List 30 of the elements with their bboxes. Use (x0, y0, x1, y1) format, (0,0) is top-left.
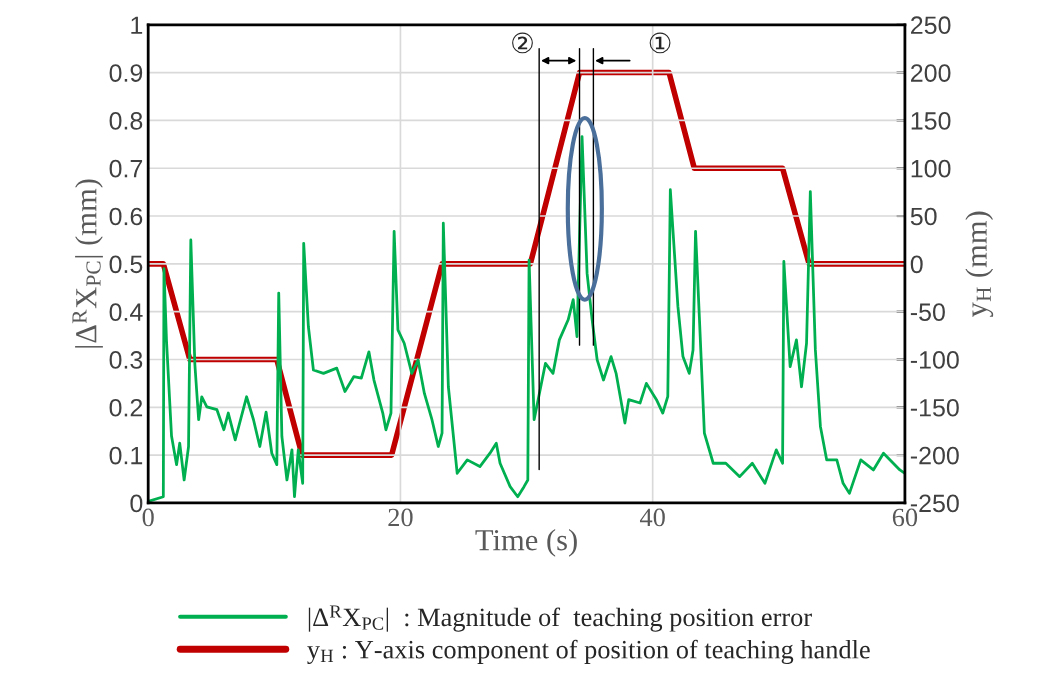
y-tick-label: 0.1 (109, 446, 143, 465)
annotation: ① (649, 32, 671, 54)
x-axis-title: Time (s) (475, 528, 577, 557)
x-tick-label: 20 (388, 508, 413, 527)
y-tick-label: 0.5 (109, 255, 143, 274)
y2-tick-label: -100 (910, 351, 959, 369)
legend-label: y$_{H}$ : Y-axis component of position of teaching handle (307, 639, 870, 664)
y2-tick-label: -150 (910, 398, 959, 417)
legend-label: |Δ$^{R}$X$_{PC}$| : Magnitude of teaching position error (308, 605, 812, 632)
y2-axis-title: y$_{H}$ (mm) (965, 211, 994, 318)
y-tick-label: 0.9 (109, 64, 143, 82)
x-tick-label: 40 (639, 508, 665, 527)
y-tick-label: 0.4 (109, 303, 143, 321)
y2-tick-label: 100 (911, 159, 951, 178)
y-tick-label: 0.8 (109, 112, 143, 130)
y2-tick-label: 200 (911, 64, 951, 82)
y-tick-label: 0.6 (109, 207, 143, 226)
y-tick-label: 1 (131, 16, 143, 34)
y-tick-label: 0.2 (109, 398, 143, 417)
y-tick-label: 0 (130, 494, 143, 513)
y2-tick-label: -200 (910, 446, 959, 465)
y-axis-title: |Δ$^{R}$X$_{PC}$| (mm) (72, 179, 103, 348)
y2-tick-label: 250 (911, 16, 951, 35)
y2-tick-label: -50 (910, 303, 945, 321)
annotation: ② (512, 32, 533, 54)
y2-tick-label: 0 (910, 255, 923, 274)
y-tick-label: 0.7 (109, 159, 143, 178)
y-tick-label: 0.3 (109, 351, 143, 369)
y2-tick-label: 50 (910, 207, 937, 226)
y2-tick-label: 150 (911, 112, 951, 130)
